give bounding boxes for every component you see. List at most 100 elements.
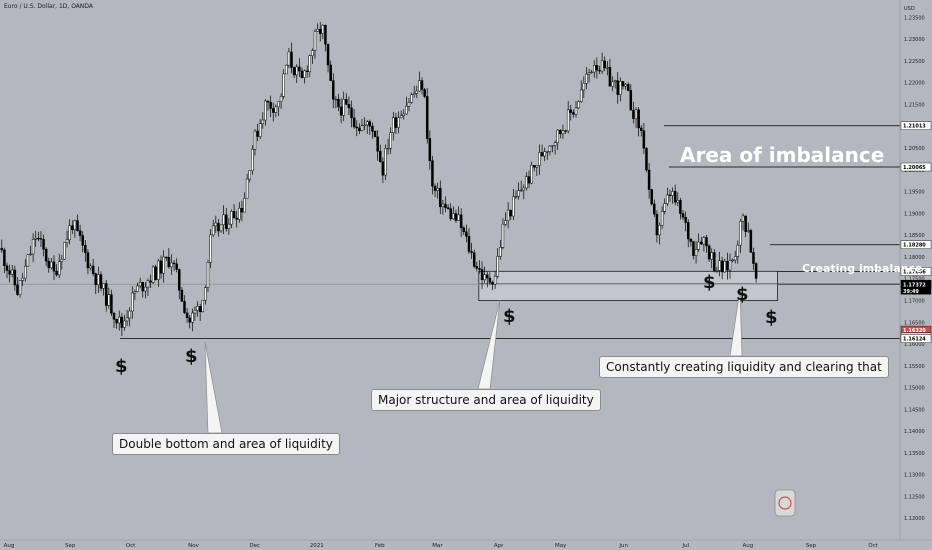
candle-body [499,247,502,257]
candle-body [616,80,620,95]
candle [715,266,719,274]
candle-body [671,191,674,196]
candle-body [397,117,400,128]
candle [673,184,677,206]
price-tags-layer: 1.210131.200651.182801.176661.173761.173… [900,121,932,343]
price-tag: 1.20065 [900,162,932,172]
candle [548,145,552,156]
candle-body [412,93,416,95]
candle-body [37,237,40,240]
candle-body [517,190,520,197]
candle-body [692,241,695,256]
price-tag-label: 1.17666 [903,269,926,275]
candle-body [86,252,90,269]
candle [191,308,194,332]
candle [219,224,223,233]
price-tag-label: 1.21013 [903,124,926,130]
candle [243,192,246,213]
candle [640,124,643,137]
candle-body [295,66,298,76]
candle [493,271,497,289]
candle-body [600,60,604,72]
candle-body [34,237,37,240]
candle-body [376,136,379,152]
candle-body [107,294,111,306]
candle-body [178,269,181,291]
candle-body [613,80,617,83]
price-tag-label: 1.16124 [903,337,926,343]
candle [595,57,599,79]
candle [125,309,129,327]
candle-body [18,280,22,295]
y-tick-label: 1.21500 [904,103,925,109]
candle [112,311,116,328]
candle-body [637,109,640,129]
candle-body [452,213,455,220]
candle-body [269,101,272,109]
callout-pointer [477,299,501,390]
candle-body [248,170,251,180]
callout-constant-liquidity[interactable]: Constantly creating liquidity and cleari… [599,356,889,378]
candle [418,71,421,92]
candle [269,95,272,117]
candle-body [431,160,434,187]
candle-body [553,142,557,146]
candle-body [73,220,77,230]
candle-body [282,73,285,97]
candle [305,65,309,78]
price-tag: 1.18280 [900,240,932,249]
candle [397,111,400,134]
candle [60,254,64,270]
y-tick-label: 1.14500 [904,407,925,413]
candle-body [564,130,567,132]
dollar-marker: $ [703,272,716,293]
candle-body [191,312,194,323]
candle [663,198,666,215]
candle-body [585,73,588,84]
y-tick-label: 1.19500 [904,190,925,196]
candle [339,98,343,124]
candle-body [371,125,374,132]
candle [384,144,387,181]
candle [540,144,544,157]
candle-body [211,225,215,236]
candle-body [624,84,627,87]
candle [232,204,236,219]
candle [91,259,95,277]
candle-body [305,70,309,73]
candle [303,69,306,84]
candle-body [694,249,698,256]
candle [512,188,515,221]
candle [76,214,79,232]
candle-body [258,123,262,137]
candle [747,222,750,234]
x-tick-label: Dec [249,543,260,549]
candle [363,117,366,131]
candle-body [277,101,280,108]
candle [407,98,411,112]
candle-body [532,165,536,168]
candle [261,112,265,129]
candle-body [235,217,238,220]
callout-major-structure[interactable]: Major structure and area of liquidity [371,389,601,411]
candle-body [313,30,317,51]
callout-double-bottom[interactable]: Double bottom and area of liquidity [112,433,340,455]
candle-body [436,188,439,191]
candle-body [543,151,546,157]
candle [342,91,345,121]
y-tick-label: 1.20500 [904,146,925,152]
candle-body [478,268,481,270]
candle-body [167,257,171,268]
dollar-marker: $ [736,284,749,305]
candle [457,206,460,222]
candle-body [640,127,643,131]
candle [102,282,105,296]
candle-body [726,261,729,271]
x-tick-label: Jul [681,543,689,549]
candle-body [647,169,651,190]
candle-body [71,225,74,230]
candle [290,42,293,74]
candle [337,93,340,112]
candle [350,100,353,128]
